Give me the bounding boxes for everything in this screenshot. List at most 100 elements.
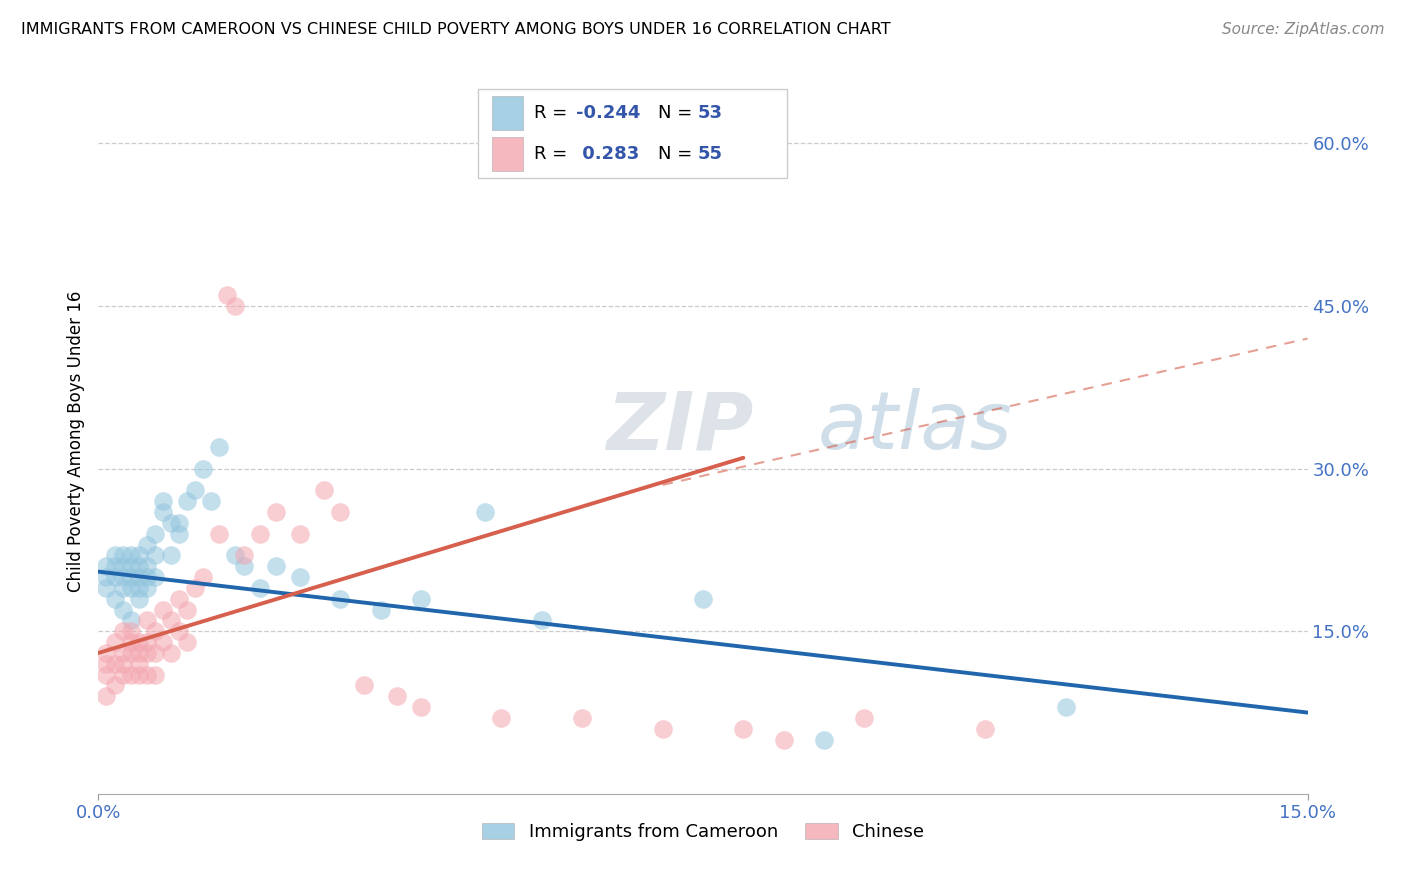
Point (200, 494, 222, 508)
Point (370, 602, 392, 616)
Point (96, 559, 118, 574)
Point (143, 526, 166, 541)
Point (135, 614, 157, 628)
Point (184, 581, 207, 595)
Point (224, 299, 246, 313)
Point (353, 678, 375, 692)
Point (103, 591, 125, 606)
Point (120, 624, 142, 639)
Point (111, 624, 134, 639)
Point (143, 570, 166, 584)
Point (208, 440, 231, 454)
Point (160, 646, 183, 660)
Point (152, 602, 174, 616)
Point (208, 526, 231, 541)
Point (120, 667, 142, 681)
Point (143, 624, 166, 639)
Point (160, 549, 183, 563)
Point (135, 570, 157, 584)
Point (224, 549, 246, 563)
Point (111, 559, 134, 574)
Point (103, 559, 125, 574)
Point (111, 602, 134, 616)
Point (813, 732, 835, 747)
Point (152, 505, 174, 519)
Point (120, 570, 142, 584)
Point (249, 581, 271, 595)
Point (128, 591, 150, 606)
Point (184, 483, 207, 498)
Point (111, 657, 134, 671)
Point (853, 711, 876, 725)
Point (288, 570, 311, 584)
Point (385, 690, 408, 704)
Point (264, 559, 287, 574)
Point (143, 646, 166, 660)
Text: N =: N = (658, 104, 697, 122)
Point (128, 657, 150, 671)
Point (160, 516, 183, 530)
Point (249, 526, 271, 541)
Point (176, 494, 198, 508)
Text: N =: N = (658, 145, 697, 163)
Text: 55: 55 (697, 145, 723, 163)
Point (193, 461, 215, 475)
Point (128, 667, 150, 681)
Point (128, 570, 150, 584)
Point (111, 646, 134, 660)
Legend: Immigrants from Cameroon, Chinese: Immigrants from Cameroon, Chinese (475, 815, 931, 848)
Point (232, 559, 254, 574)
Point (120, 581, 142, 595)
Text: atlas: atlas (818, 388, 1012, 467)
Point (491, 711, 513, 725)
Point (103, 635, 125, 649)
Point (120, 559, 142, 574)
Point (409, 591, 432, 606)
Point (103, 570, 125, 584)
Point (135, 537, 157, 551)
Point (135, 646, 157, 660)
Point (128, 559, 150, 574)
Point (96, 690, 118, 704)
Point (135, 635, 157, 649)
Point (167, 591, 190, 606)
Point (160, 614, 183, 628)
Point (143, 549, 166, 563)
Point (733, 722, 755, 736)
Text: -0.244: -0.244 (576, 104, 641, 122)
Point (176, 635, 198, 649)
Point (176, 602, 198, 616)
Point (232, 549, 254, 563)
Text: ZIP: ZIP (606, 388, 754, 467)
Point (96, 667, 118, 681)
Point (264, 505, 287, 519)
Point (409, 700, 432, 714)
Point (152, 494, 174, 508)
Point (103, 657, 125, 671)
Point (530, 614, 553, 628)
Point (474, 505, 496, 519)
Point (120, 549, 142, 563)
Point (111, 570, 134, 584)
Point (103, 549, 125, 563)
Point (111, 667, 134, 681)
Text: R =: R = (534, 145, 574, 163)
Point (329, 591, 352, 606)
Point (96, 646, 118, 660)
Point (135, 559, 157, 574)
Point (167, 516, 190, 530)
Point (135, 667, 157, 681)
Point (1054, 700, 1077, 714)
Text: 0.283: 0.283 (576, 145, 640, 163)
Point (128, 635, 150, 649)
Point (772, 732, 794, 747)
Point (167, 624, 190, 639)
Point (314, 483, 336, 498)
Point (217, 288, 239, 302)
Text: Source: ZipAtlas.com: Source: ZipAtlas.com (1222, 22, 1385, 37)
Point (128, 549, 150, 563)
Point (120, 646, 142, 660)
Point (288, 526, 311, 541)
Text: 53: 53 (697, 104, 723, 122)
Point (193, 570, 215, 584)
